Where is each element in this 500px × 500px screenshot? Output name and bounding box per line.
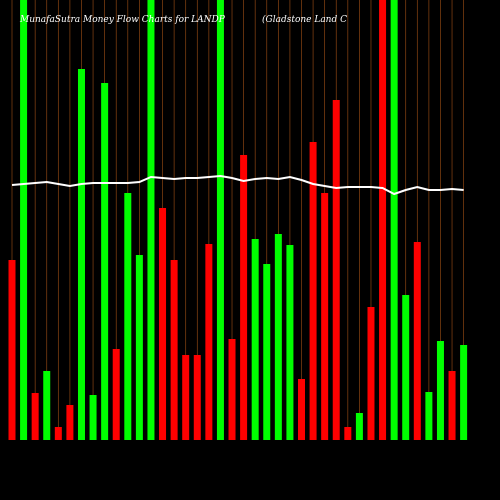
bar xyxy=(263,264,271,440)
chart-subtitle: (Gladstone Land C xyxy=(262,14,347,25)
bar xyxy=(413,242,421,440)
bar xyxy=(66,405,74,440)
money-flow-line xyxy=(11,174,464,196)
bar xyxy=(147,0,155,440)
bar xyxy=(170,260,178,440)
bar xyxy=(298,379,305,440)
bar xyxy=(182,355,190,440)
bar xyxy=(205,244,213,440)
bar xyxy=(77,69,85,440)
bar xyxy=(101,83,109,440)
bar xyxy=(274,234,282,440)
bar xyxy=(89,395,97,440)
bar xyxy=(448,371,456,440)
bar xyxy=(193,355,201,440)
bar xyxy=(390,0,398,440)
bar xyxy=(402,295,410,440)
bar xyxy=(367,307,375,440)
bar xyxy=(20,0,28,440)
bar xyxy=(159,208,167,440)
bar xyxy=(43,371,51,440)
bar xyxy=(436,341,444,440)
bar xyxy=(54,427,62,440)
bar xyxy=(216,0,224,440)
bar xyxy=(251,239,259,440)
bar xyxy=(332,100,340,440)
chart-title: MunafaSutra Money Flow Charts for LANDP xyxy=(19,15,226,25)
bar xyxy=(309,142,317,440)
bar xyxy=(321,193,329,440)
bar xyxy=(228,339,236,440)
bar xyxy=(31,393,39,440)
bar xyxy=(8,260,16,440)
bar xyxy=(135,255,143,440)
bar xyxy=(425,392,433,440)
bar xyxy=(240,155,248,440)
bar xyxy=(124,193,132,440)
bar xyxy=(460,345,468,440)
bar xyxy=(355,413,363,440)
bar xyxy=(112,349,120,440)
bar xyxy=(286,245,294,440)
bar xyxy=(344,427,352,440)
bar xyxy=(379,0,387,440)
